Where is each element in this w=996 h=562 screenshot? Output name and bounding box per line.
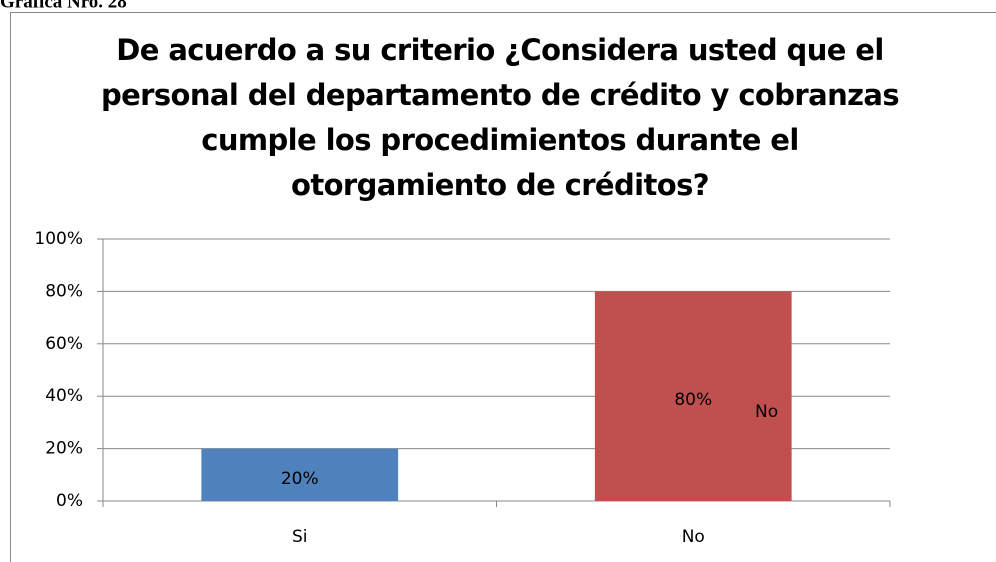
data-label: 20% [281,469,319,489]
legend-swatch [740,406,751,417]
data-label: 80% [674,390,712,410]
x-tick-label: Si [292,527,308,547]
y-tick-label: 20% [45,439,83,459]
y-tick-label: 100% [34,229,83,249]
x-tick-label: No [682,527,705,547]
y-tick-label: 0% [56,491,83,511]
y-tick-label: 80% [45,281,83,301]
bar [594,291,792,501]
caption: Gráfica Nro. 28 [0,0,127,12]
y-tick-label: 40% [45,386,83,406]
y-tick-label: 60% [45,334,83,354]
legend-label: No [755,402,778,422]
chart-title: De acuerdo a su criterio ¿Considera uste… [116,33,883,67]
chart-title: personal del departamento de crédito y c… [101,78,899,112]
chart-title: otorgamiento de créditos? [291,168,709,202]
chart-title: cumple los procedimientos durante el [201,123,798,157]
bar [201,448,399,501]
